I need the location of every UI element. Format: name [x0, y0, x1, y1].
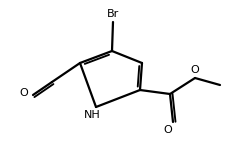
Text: O: O — [20, 88, 28, 98]
Text: O: O — [164, 125, 172, 135]
Text: O: O — [191, 65, 199, 75]
Text: NH: NH — [84, 110, 100, 120]
Text: Br: Br — [107, 9, 119, 19]
